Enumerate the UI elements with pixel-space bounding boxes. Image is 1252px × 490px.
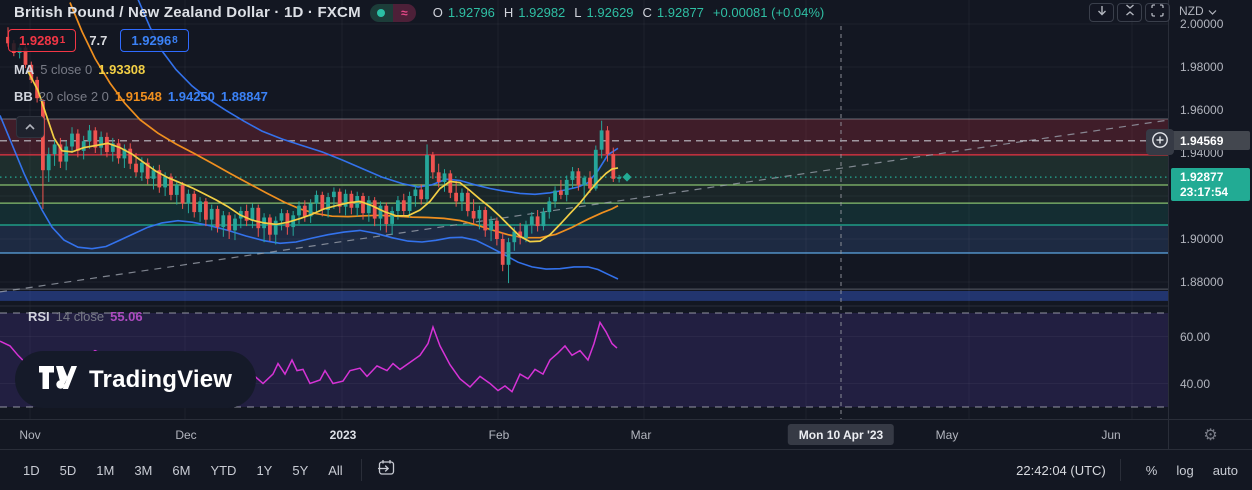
ask-price-box[interactable]: 1.9296 8	[120, 29, 189, 52]
crosshair-date-label: Mon 10 Apr '23	[787, 424, 895, 445]
tradingview-mark-icon	[39, 365, 77, 394]
arrow-down-icon	[1096, 4, 1108, 22]
price-zone	[0, 225, 1168, 253]
maximize-pane-button[interactable]	[1145, 3, 1170, 22]
bb-basis-value: 1.91548	[114, 89, 162, 104]
price-scale-label: 1.88000	[1180, 275, 1224, 289]
ohlc-readout: O 1.92796 H 1.92982 L 1.92629 C 1.92877 +0.0…	[432, 5, 825, 20]
bid-price-box[interactable]: 1.9289 1	[8, 29, 77, 52]
fullscreen-icon	[1151, 3, 1164, 22]
last-price-marker	[622, 172, 632, 182]
bid-ask-row: 1.9289 1 7.7 1.9296 8	[8, 29, 189, 52]
calendar-arrow-icon	[377, 459, 396, 481]
tradingview-wordmark: TradingView	[89, 365, 233, 393]
pane-buttons	[1089, 3, 1170, 22]
time-axis-label: May	[935, 428, 959, 442]
symbol-title[interactable]: British Pound / New Zealand Dollar · 1D …	[14, 4, 361, 21]
range-button-YTD[interactable]: YTD	[210, 462, 237, 478]
rsi-value: 55.06	[110, 309, 143, 324]
add-alert-plus-button[interactable]	[1146, 129, 1174, 155]
market-status-pill[interactable]: ≈	[369, 3, 416, 22]
ma-line	[27, 70, 619, 243]
bb-upper-line	[137, 0, 619, 196]
gear-icon: ⚙	[1203, 426, 1218, 444]
log-scale-button[interactable]: log	[1176, 462, 1194, 478]
delayed-data-icon: ≈	[392, 3, 416, 22]
collapse-legend-button[interactable]	[16, 116, 44, 138]
ma-legend[interactable]: MA 5 close 0 1.93308	[14, 62, 146, 77]
bb-basis-line	[69, 2, 619, 239]
close-value: 1.92877	[656, 5, 704, 20]
time-axis-label: Nov	[19, 428, 41, 442]
interval-button[interactable]: 1D	[283, 4, 304, 21]
level-price-label: 1.94569	[1171, 131, 1250, 151]
chevron-up-icon	[24, 118, 36, 136]
bar-countdown: 23:17:54	[1180, 185, 1229, 200]
move-pane-down-button[interactable]	[1089, 3, 1114, 22]
price-scale[interactable]: NZD 2.00000 1.98000 1.96000 1.94000 1.90000 1…	[1168, 0, 1252, 449]
toolbar-divider	[360, 459, 362, 481]
range-button-5Y[interactable]: 5Y	[292, 462, 309, 478]
bb-upper-value: 1.94250	[167, 89, 215, 104]
range-button-1M[interactable]: 1M	[96, 462, 115, 478]
chart-plot[interactable]	[0, 0, 1168, 449]
price-zone	[0, 291, 1168, 301]
price-scale-label: 1.90000	[1180, 232, 1224, 246]
time-axis-label: Dec	[175, 428, 197, 442]
percent-scale-button[interactable]: %	[1145, 462, 1158, 478]
ma-value: 1.93308	[98, 62, 146, 77]
rsi-scale-label: 60.00	[1180, 329, 1211, 344]
time-axis-label: 2023	[329, 428, 357, 442]
low-value: 1.92629	[586, 5, 634, 20]
market-open-icon	[369, 3, 393, 22]
time-axis[interactable]: Nov Dec 2023 Feb Mar May Jun Mon 10 Apr '23	[0, 419, 1168, 449]
toolbar-divider-2	[1119, 459, 1121, 481]
high-value: 1.92982	[518, 5, 566, 20]
open-value: 1.92796	[447, 5, 495, 20]
price-scale-label: 1.98000	[1180, 60, 1224, 74]
exchange-label[interactable]: FXCM	[317, 4, 361, 21]
time-axis-label: Jun	[1101, 428, 1121, 442]
range-button-1Y[interactable]: 1Y	[256, 462, 273, 478]
last-price-value: 1.92877	[1180, 170, 1224, 185]
go-to-date-button[interactable]	[371, 459, 402, 481]
auto-scale-button[interactable]: auto	[1212, 462, 1238, 478]
change-value: +0.00081 (+0.04%)	[712, 5, 825, 20]
time-axis-label: Feb	[488, 428, 510, 442]
range-button-6M[interactable]: 6M	[172, 462, 191, 478]
symbol-header: British Pound / New Zealand Dollar · 1D …	[14, 2, 824, 23]
spread-value: 7.7	[89, 33, 108, 48]
bb-lower-line	[0, 115, 619, 280]
range-button-5D[interactable]: 5D	[59, 462, 77, 478]
last-price-label: 1.92877 23:17:54	[1171, 168, 1250, 202]
price-zone	[0, 119, 1168, 155]
time-axis-label: Mar	[630, 428, 652, 442]
price-scale-label: 2.00000	[1180, 17, 1224, 31]
price-scale-label: 1.96000	[1180, 103, 1224, 117]
bb-lower-value: 1.88847	[220, 89, 268, 104]
price-scale-currency[interactable]: NZD	[1179, 4, 1217, 18]
trendline	[0, 119, 1168, 293]
plus-circle-icon	[1151, 131, 1169, 154]
range-button-All[interactable]: All	[328, 462, 343, 478]
collapse-pane-button[interactable]	[1117, 3, 1142, 22]
bb-legend[interactable]: BB 20 close 2 0 1.91548 1.94250 1.88847	[14, 89, 268, 104]
rsi-scale-label: 40.00	[1180, 376, 1211, 391]
chevron-down-icon	[1208, 4, 1217, 18]
tradingview-logo[interactable]: TradingView	[15, 351, 257, 408]
range-button-3M[interactable]: 3M	[134, 462, 153, 478]
collapse-vertical-icon	[1124, 3, 1136, 22]
bottom-toolbar: 1D 5D 1M 3M 6M YTD 1Y 5Y All 22:42:04 (UTC) % lo…	[0, 449, 1252, 490]
range-button-1D[interactable]: 1D	[23, 462, 40, 478]
time-axis-settings[interactable]: ⚙	[1168, 419, 1252, 449]
rsi-legend[interactable]: RSI 14 close 55.06	[28, 309, 143, 324]
clock[interactable]: 22:42:04 (UTC)	[1016, 462, 1106, 478]
